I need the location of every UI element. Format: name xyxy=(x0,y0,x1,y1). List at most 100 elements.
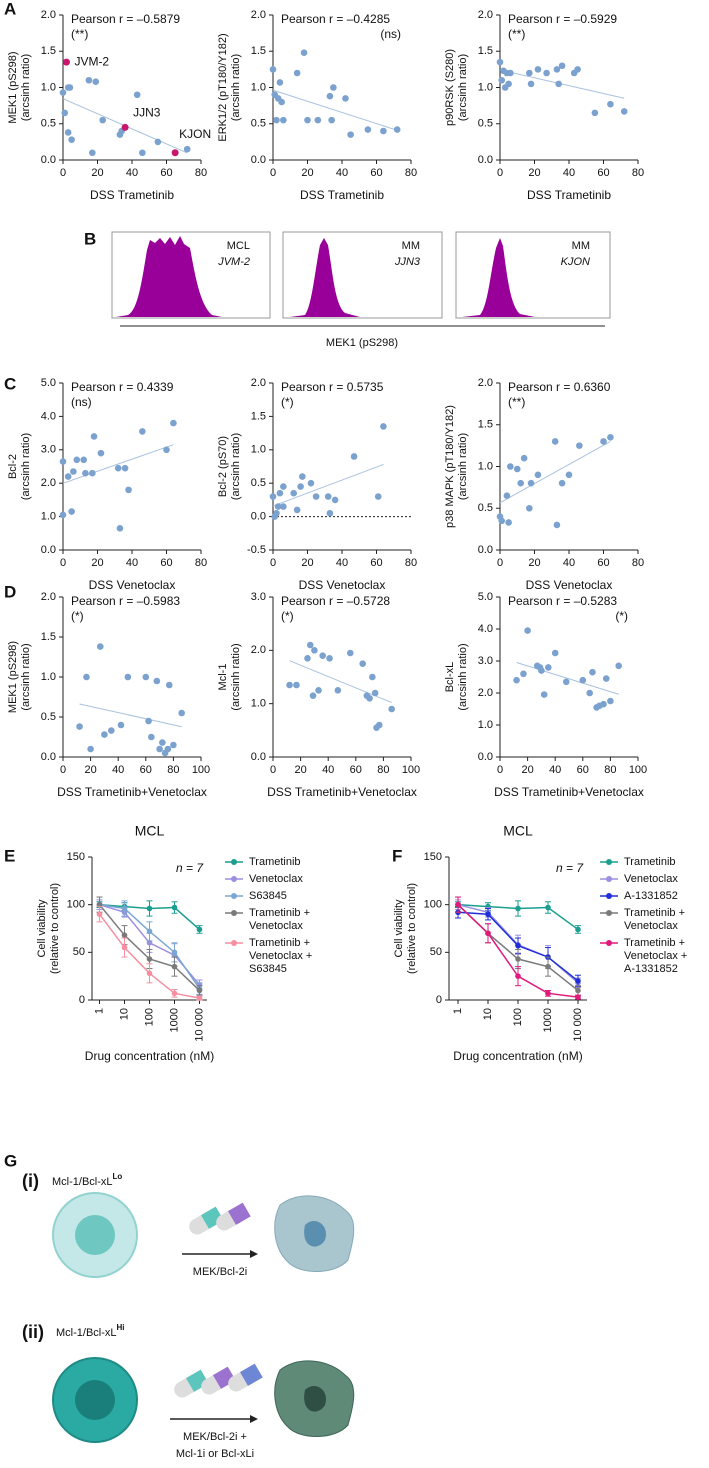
data-point xyxy=(393,126,401,133)
marker-label: Mcl-1/Bcl-xLHi xyxy=(56,1323,125,1339)
data-point xyxy=(76,723,83,730)
series-point xyxy=(146,970,153,977)
marker-label: Mcl-1/Bcl-xLLo xyxy=(52,1172,122,1188)
data-point xyxy=(159,739,166,746)
data-point xyxy=(92,78,100,85)
data-point xyxy=(183,145,191,153)
data-point xyxy=(380,127,387,135)
y-axis-title: (arcsinh ratio) xyxy=(20,54,32,121)
histogram-frame xyxy=(455,231,611,319)
x-axis-title: DSS Trametinib+Venetoclax xyxy=(267,785,417,799)
legend-item: Trametinib + Venetoclax + A-1331852 xyxy=(600,937,700,976)
x-tick-label: 1 xyxy=(452,1008,464,1014)
series-point xyxy=(196,995,203,1001)
group-label: MM xyxy=(572,240,590,252)
data-point xyxy=(178,709,185,717)
data-point xyxy=(615,662,622,670)
data-point xyxy=(388,705,395,713)
data-point xyxy=(73,456,81,464)
x-tick-label: 40 xyxy=(549,764,561,776)
series-point xyxy=(545,990,551,997)
series-point xyxy=(171,963,178,970)
x-tick-label: 60 xyxy=(597,557,609,569)
annotation: Pearson r = –0.5983 xyxy=(71,594,180,608)
x-tick-label: 20 xyxy=(521,764,533,776)
y-tick-label: 1.0 xyxy=(478,460,493,472)
x-axis-title: DSS Venetoclax xyxy=(526,578,613,592)
data-point xyxy=(513,676,520,684)
highlight-point xyxy=(121,123,129,131)
x-axis-title: DSS Trametinib xyxy=(527,188,611,202)
y-axis-title: Cell viability xyxy=(36,899,48,958)
legend-label: Venetoclax xyxy=(249,873,303,885)
axis-title: MEK1 (pS298) xyxy=(326,337,398,349)
histogram-frame xyxy=(111,231,271,319)
legend-swatch xyxy=(600,876,618,882)
x-tick-label: 40 xyxy=(126,557,138,569)
annotation: Pearson r = –0.5929 xyxy=(508,12,617,26)
series-point xyxy=(171,990,178,997)
data-point xyxy=(293,69,301,77)
y-tick-label: 0.0 xyxy=(41,154,56,166)
marker-level: Hi xyxy=(117,1323,125,1332)
y-axis-title: Bcl-xL xyxy=(444,662,456,693)
y-tick-label: 1.0 xyxy=(41,81,56,93)
series-point xyxy=(121,932,128,938)
data-point xyxy=(154,138,162,146)
y-axis-title: p38 MAPK (pT180/Y182) xyxy=(444,405,456,528)
x-tick-label: 0 xyxy=(497,557,503,569)
series-point xyxy=(96,911,103,917)
y-axis-title: MEK1 (pS298) xyxy=(7,51,19,123)
data-point xyxy=(540,691,548,698)
chart-title: MCL xyxy=(135,823,165,839)
panel-b: MCL JVM-2 MM JJN3 MM KJON MEK1 (pS298) xyxy=(111,231,611,349)
chart-title: MCL xyxy=(503,823,533,839)
significance: (**) xyxy=(508,395,525,409)
y-tick-label: 2.0 xyxy=(41,477,56,489)
data-point xyxy=(374,493,382,500)
data-point xyxy=(534,66,542,73)
series-point xyxy=(171,949,178,956)
y-axis-title: (arcsinh ratio) xyxy=(230,433,242,500)
data-point xyxy=(526,69,533,77)
x-tick-label: 40 xyxy=(336,167,348,179)
data-point xyxy=(311,647,318,654)
data-point xyxy=(68,136,75,143)
data-point xyxy=(286,681,293,689)
y-tick-label: 1.5 xyxy=(41,45,56,57)
data-point xyxy=(99,116,106,124)
y-axis-title: (arcsinh ratio) xyxy=(457,54,469,121)
series-point xyxy=(485,911,491,917)
data-point xyxy=(496,58,504,66)
data-point xyxy=(148,733,155,741)
data-point xyxy=(101,731,108,738)
x-axis-title: DSS Venetoclax xyxy=(89,578,176,592)
y-axis-title: Bcl-2 (pS70) xyxy=(217,436,229,497)
data-point xyxy=(163,446,170,454)
series-point xyxy=(575,926,581,933)
data-point xyxy=(278,98,285,106)
histogram-shape xyxy=(462,238,535,317)
data-point xyxy=(553,66,561,73)
annotation: Pearson r = –0.5283 xyxy=(508,594,617,608)
x-axis-title: DSS Trametinib+Venetoclax xyxy=(494,785,644,799)
data-point xyxy=(347,131,354,138)
y-tick-label: 100 xyxy=(67,899,85,911)
data-point xyxy=(551,438,559,445)
series-point xyxy=(575,994,581,1000)
x-tick-label: 80 xyxy=(377,764,389,776)
marker: Mcl-1/Bcl-xL xyxy=(52,1176,113,1188)
data-point xyxy=(70,468,77,475)
legend-swatch xyxy=(225,940,243,946)
cell-line-label: KJON xyxy=(561,256,590,268)
data-point xyxy=(565,471,573,479)
y-axis-title: (arcsinh ratio) xyxy=(230,54,242,121)
data-point xyxy=(125,486,132,494)
y-tick-label: 0.5 xyxy=(478,502,493,514)
y-tick-label: 1.5 xyxy=(478,45,493,57)
legend-swatch xyxy=(600,910,618,916)
y-axis-title: Mcl-1 xyxy=(217,664,229,691)
data-point xyxy=(555,80,562,88)
x-tick-label: 40 xyxy=(112,764,124,776)
x-tick-label: 0 xyxy=(60,557,66,569)
